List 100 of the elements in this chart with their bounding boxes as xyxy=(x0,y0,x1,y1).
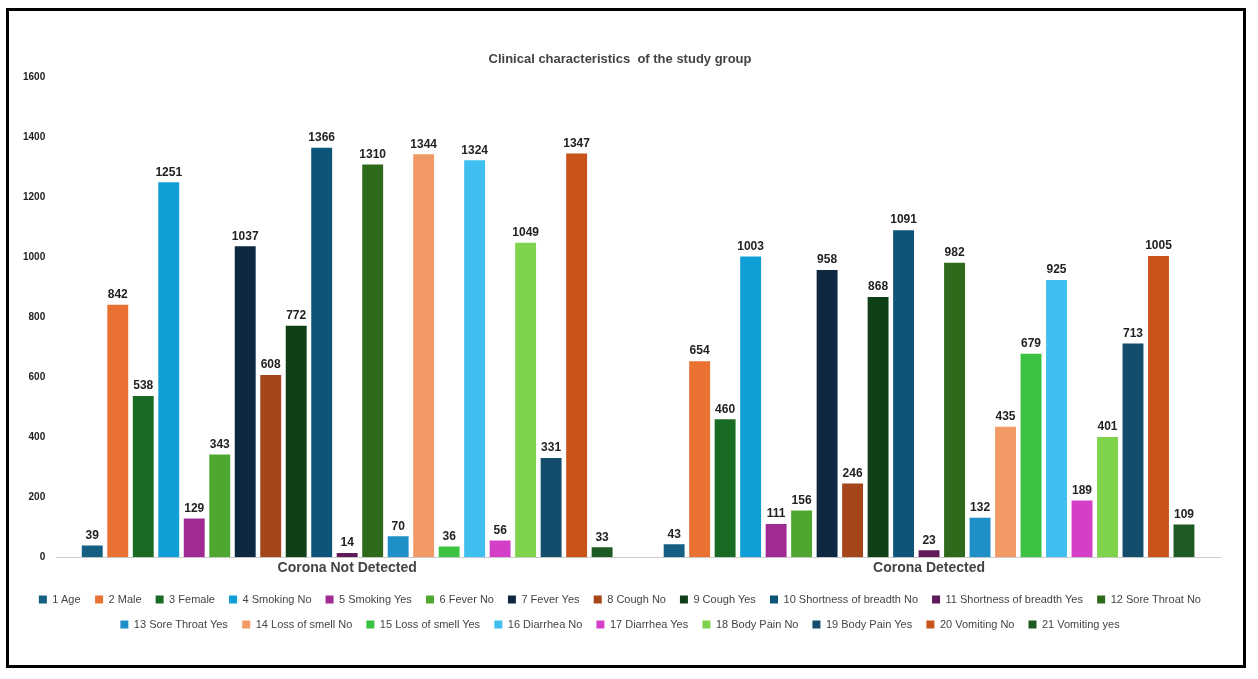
legend-label: 14 Loss of smell No xyxy=(255,617,353,630)
bar xyxy=(791,510,813,558)
data-label: 189 xyxy=(1072,482,1093,497)
x-tick-label: Corona Not Detected xyxy=(277,559,417,576)
legend-label: 5 Smoking Yes xyxy=(339,592,413,605)
bar xyxy=(1071,500,1093,558)
bar xyxy=(234,246,256,558)
bar xyxy=(816,270,838,558)
data-label: 925 xyxy=(1046,262,1067,277)
data-label: 23 xyxy=(922,532,937,547)
y-tick-label: 600 xyxy=(28,371,46,383)
legend-label: 19 Body Pain Yes xyxy=(825,617,913,630)
bar xyxy=(107,304,129,558)
data-label: 14 xyxy=(340,535,355,550)
bar xyxy=(765,523,787,558)
bar xyxy=(918,550,940,558)
legend-label: 8 Cough No xyxy=(607,592,666,605)
bar xyxy=(1097,437,1118,558)
bar xyxy=(689,361,711,558)
legend-label: 3 Female xyxy=(169,592,215,605)
data-label: 70 xyxy=(391,518,406,533)
legend-label: 7 Fever Yes xyxy=(521,592,581,605)
data-label: 111 xyxy=(766,506,786,521)
bar xyxy=(1173,524,1195,558)
bar xyxy=(591,547,613,558)
data-label: 1049 xyxy=(512,225,540,240)
legend-label: 11 Shortness of breadth Yes xyxy=(945,592,1084,605)
bar xyxy=(1020,353,1042,558)
legend-label: 10 Shortness of breadth No xyxy=(783,592,919,605)
data-label: 156 xyxy=(791,492,812,507)
legend-label: 4 Smoking No xyxy=(242,592,312,605)
legend-label: 18 Body Pain No xyxy=(715,617,799,630)
bar xyxy=(413,154,435,558)
data-label: 1310 xyxy=(359,146,387,161)
bar xyxy=(311,147,333,558)
legend-label: 20 Vomiting No xyxy=(939,617,1015,630)
data-label: 1344 xyxy=(410,136,438,151)
y-tick-label: 1000 xyxy=(23,251,46,263)
bar xyxy=(362,164,384,558)
bar xyxy=(1046,279,1067,558)
data-label: 331 xyxy=(541,440,562,455)
data-label: 679 xyxy=(1021,335,1042,350)
legend-label: 9 Cough Yes xyxy=(693,592,757,605)
data-label: 1037 xyxy=(231,228,259,243)
data-label: 608 xyxy=(260,357,282,372)
legend-label: 2 Male xyxy=(108,592,142,605)
data-label: 39 xyxy=(85,527,100,542)
data-label: 246 xyxy=(842,465,863,480)
x-tick-label: Corona Detected xyxy=(873,559,986,576)
data-label: 56 xyxy=(493,522,508,537)
data-label: 1366 xyxy=(308,130,336,145)
data-label: 1003 xyxy=(737,238,765,253)
legend-label: 21 Vomiting yes xyxy=(1041,617,1121,630)
bar xyxy=(842,483,864,558)
data-label: 772 xyxy=(286,308,307,323)
legend-label: 13 Sore Throat Yes xyxy=(133,617,229,630)
bar xyxy=(387,536,409,558)
data-label: 460 xyxy=(715,401,736,416)
bar xyxy=(209,454,231,558)
data-label: 1005 xyxy=(1145,238,1173,253)
legend-label: 6 Fever No xyxy=(439,592,494,605)
legend-label: 16 Diarrhea No xyxy=(507,617,583,630)
bar xyxy=(81,545,103,558)
legend-label: 15 Loss of smell Yes xyxy=(379,617,481,630)
bar xyxy=(944,262,966,558)
data-label: 842 xyxy=(107,287,129,302)
data-label: 109 xyxy=(1173,506,1195,521)
y-tick-label: 1200 xyxy=(23,191,46,203)
bar xyxy=(515,242,537,558)
data-label: 713 xyxy=(1122,325,1144,340)
data-label: 982 xyxy=(944,245,965,260)
data-label: 132 xyxy=(970,499,991,514)
bar xyxy=(285,325,307,558)
data-label: 1324 xyxy=(461,142,489,157)
bar xyxy=(1122,343,1144,558)
data-label: 654 xyxy=(689,343,710,358)
data-label: 958 xyxy=(817,252,838,267)
bar xyxy=(336,553,358,558)
bar xyxy=(540,457,562,558)
bar xyxy=(438,546,460,558)
y-tick-label: 400 xyxy=(28,431,46,443)
bar xyxy=(893,230,915,558)
y-tick-label: 1400 xyxy=(23,131,46,143)
bar xyxy=(183,518,205,558)
y-tick-label: 200 xyxy=(28,491,46,502)
data-label: 129 xyxy=(184,500,205,515)
bar xyxy=(969,517,991,558)
bar xyxy=(714,419,736,558)
y-tick-label: 1600 xyxy=(23,71,46,83)
legend-label: 17 Diarrhea Yes xyxy=(609,617,689,630)
data-label: 343 xyxy=(209,436,231,451)
bar xyxy=(132,395,154,558)
data-label: 36 xyxy=(442,528,457,543)
bar xyxy=(260,374,282,558)
bar xyxy=(995,426,1016,558)
bar xyxy=(663,544,685,558)
y-tick-label: 0 xyxy=(39,550,46,562)
bar xyxy=(158,182,180,558)
bar xyxy=(464,160,486,558)
data-label: 1347 xyxy=(563,135,591,150)
